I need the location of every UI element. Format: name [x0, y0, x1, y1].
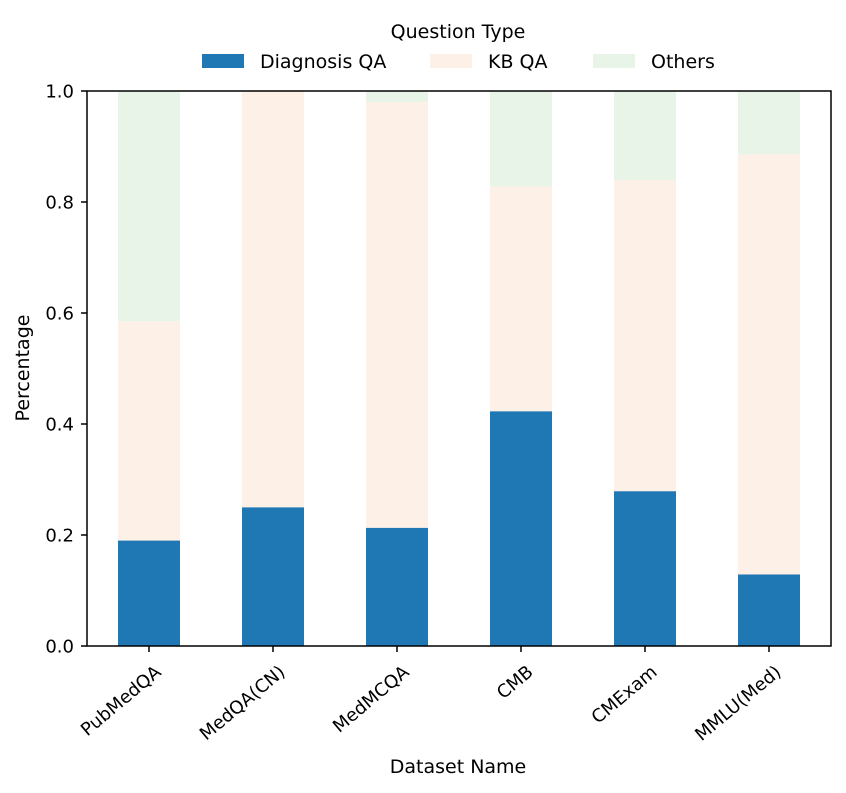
bar-medqa-cn--series-1 — [242, 91, 304, 508]
bar-cmexam-series-0 — [614, 491, 676, 646]
y-tick-label: 0.4 — [45, 415, 74, 436]
x-axis-label: Dataset Name — [390, 756, 527, 778]
legend-swatch-2 — [593, 54, 635, 68]
bar-pubmedqa-series-2 — [118, 91, 180, 322]
x-tick-label: PubMedQA — [77, 661, 166, 740]
bar-pubmedqa-series-0 — [118, 540, 180, 646]
legend-label-2: Others — [651, 51, 715, 73]
x-tick-label: CMExam — [588, 662, 662, 729]
x-tick-label: MedQA(CN) — [196, 662, 290, 745]
x-tick-label: MMLU(Med) — [691, 662, 785, 746]
bar-cmexam-series-1 — [614, 179, 676, 492]
bar-cmb-series-1 — [490, 186, 552, 412]
bar-mmlu-med--series-2 — [738, 91, 800, 155]
bars-group — [118, 91, 800, 646]
y-tick-label: 0.6 — [45, 304, 74, 325]
legend-swatch-0 — [202, 54, 244, 68]
bar-pubmedqa-series-1 — [118, 321, 180, 541]
bar-medmcqa-series-1 — [366, 102, 428, 528]
y-tick-label: 0.8 — [45, 193, 74, 214]
y-tick-label: 0.0 — [45, 637, 74, 658]
bar-cmb-series-0 — [490, 411, 552, 646]
x-tick-label: CMB — [493, 662, 537, 704]
bar-mmlu-med--series-0 — [738, 574, 800, 646]
legend: Question Type Diagnosis QA KB QA Others — [202, 21, 715, 73]
legend-title: Question Type — [391, 21, 526, 43]
x-tick-label: MedMCQA — [329, 661, 414, 737]
bar-mmlu-med--series-1 — [738, 154, 800, 575]
legend-swatch-1 — [430, 54, 472, 68]
legend-label-1: KB QA — [488, 51, 548, 73]
bar-medqa-cn--series-0 — [242, 507, 304, 646]
y-tick-label: 1.0 — [45, 82, 74, 103]
plot-frame — [86, 90, 832, 647]
bar-cmb-series-2 — [490, 91, 552, 187]
y-tick-label: 0.2 — [45, 526, 74, 547]
bar-medmcqa-series-2 — [366, 91, 428, 103]
y-axis-label: Percentage — [12, 315, 34, 422]
bar-medmcqa-series-0 — [366, 527, 428, 646]
bar-cmexam-series-2 — [614, 91, 676, 180]
legend-label-0: Diagnosis QA — [260, 51, 386, 73]
